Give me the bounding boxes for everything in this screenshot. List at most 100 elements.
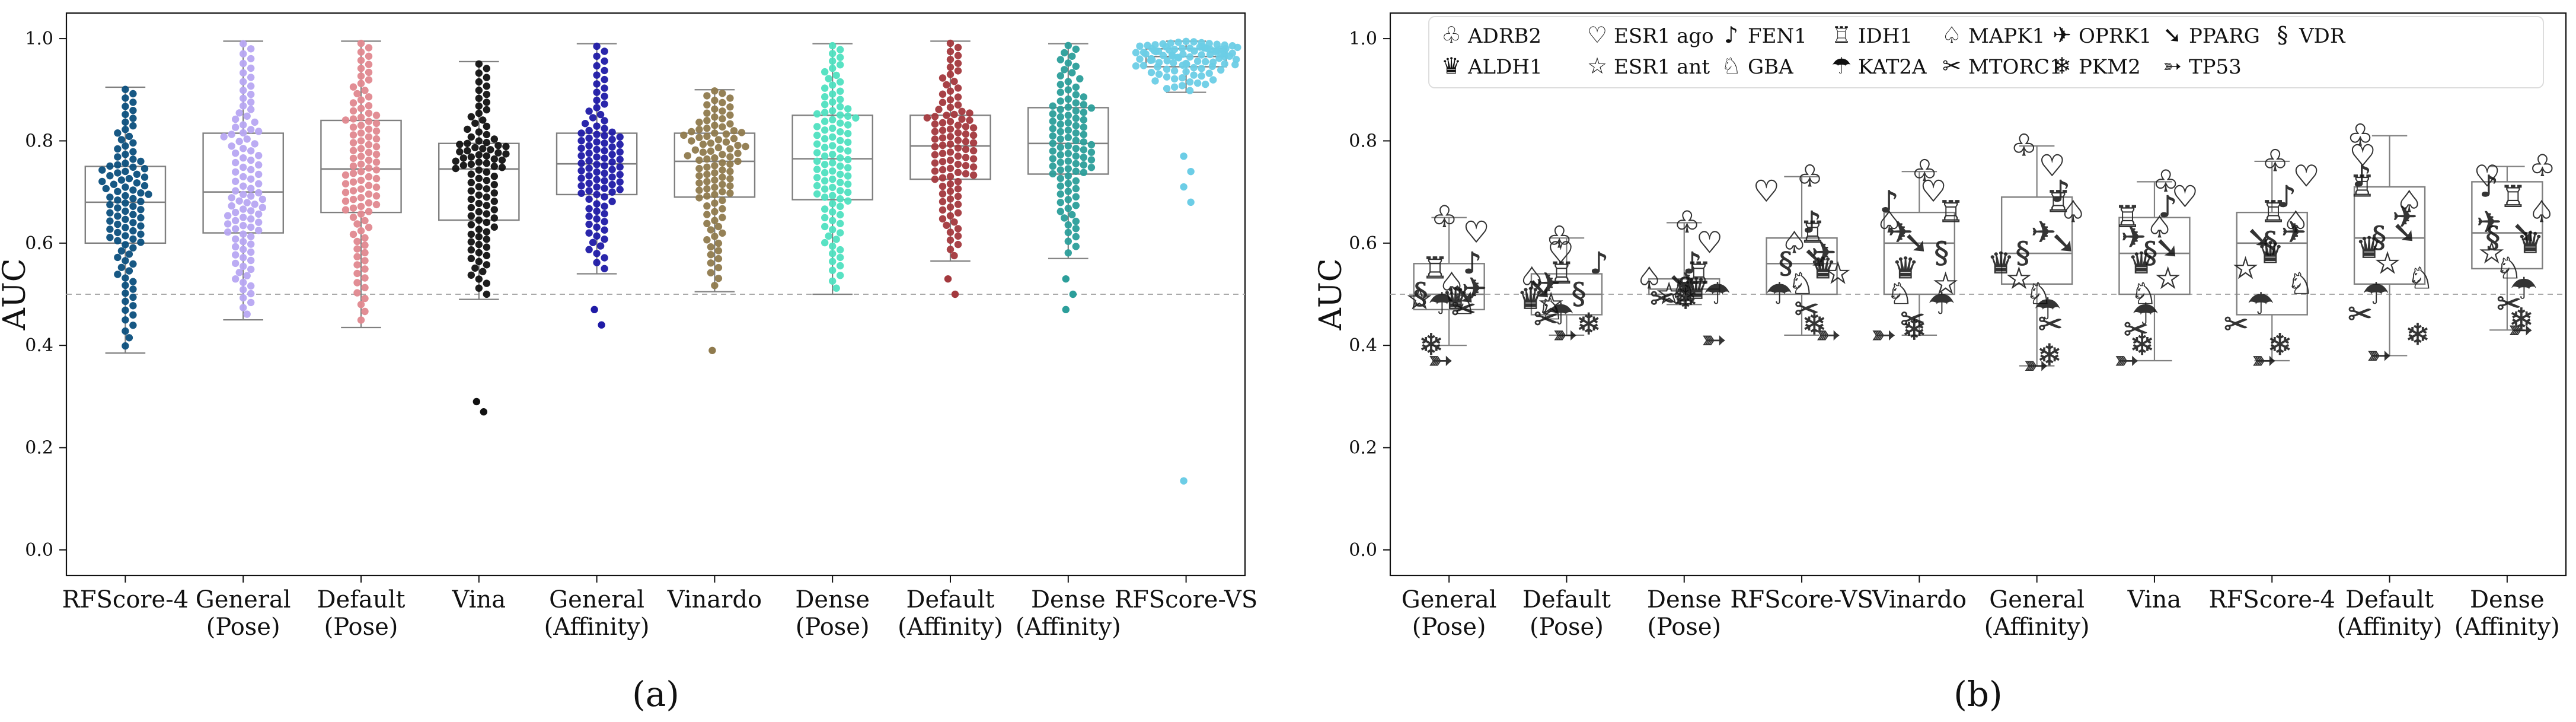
a-data-point xyxy=(372,151,381,158)
b-data-marker: ➘ xyxy=(2392,215,2417,250)
a-data-point xyxy=(255,189,263,197)
a-data-point xyxy=(954,185,962,193)
b-data-marker: ♡ xyxy=(2172,179,2198,214)
b-data-marker: ➘ xyxy=(1527,271,1552,306)
b-data-marker: ♪ xyxy=(1589,246,1608,280)
a-data-point xyxy=(1049,125,1057,133)
a-data-point xyxy=(946,125,955,133)
a-data-point xyxy=(475,102,483,110)
b-data-marker: § xyxy=(1934,236,1949,270)
a-data-point xyxy=(349,187,357,195)
b-data-marker: ♡ xyxy=(1920,174,1947,209)
a-data-point xyxy=(232,168,240,176)
a-data-point xyxy=(730,135,738,142)
a-data-point xyxy=(475,158,483,166)
a-xtick-label: Vinardo xyxy=(667,586,762,613)
a-data-point xyxy=(1132,49,1140,56)
a-data-point xyxy=(240,278,247,287)
a-data-point xyxy=(1064,228,1072,237)
a-data-point xyxy=(137,206,145,214)
a-data-point xyxy=(837,187,844,195)
b-data-marker: ✈ xyxy=(1462,271,1487,306)
a-data-point xyxy=(349,107,357,115)
a-data-point xyxy=(711,176,719,184)
a-data-point xyxy=(349,178,357,186)
a-data-point xyxy=(946,47,955,56)
a-data-point xyxy=(829,250,837,257)
b-data-marker: ♛ xyxy=(1517,282,1544,316)
b-data-marker: ♛ xyxy=(2128,246,2154,280)
a-data-point xyxy=(837,119,844,127)
a-data-point xyxy=(357,185,365,193)
a-data-point xyxy=(1205,69,1213,77)
a-data-point xyxy=(1193,58,1202,65)
a-data-point xyxy=(224,220,232,228)
b-box xyxy=(2471,181,2543,270)
a-data-point xyxy=(1142,50,1150,58)
a-data-point xyxy=(714,136,723,144)
a-data-point xyxy=(129,293,137,301)
a-data-point xyxy=(946,173,955,180)
a-data-point xyxy=(601,202,608,210)
a-data-point xyxy=(844,105,852,113)
a-data-point xyxy=(813,190,821,198)
a-data-point xyxy=(734,150,742,157)
a-data-point xyxy=(954,144,962,152)
a-data-point xyxy=(494,149,502,157)
a-data-point xyxy=(703,170,711,179)
a-data-point xyxy=(232,259,240,268)
a-data-point xyxy=(467,271,475,279)
a-data-point xyxy=(471,264,479,272)
a-data-point xyxy=(137,238,145,246)
a-xtick-label: (Pose) xyxy=(206,613,280,641)
b-data-marker: ✂ xyxy=(1795,292,1820,326)
a-data-point xyxy=(122,327,129,335)
a-data-point xyxy=(581,120,589,128)
a-data-point xyxy=(349,214,357,221)
a-data-point xyxy=(1152,47,1160,56)
a-data-point xyxy=(837,111,844,119)
a-data-point xyxy=(467,238,475,246)
b-data-marker: ♪ xyxy=(1880,185,1899,219)
a-data-point xyxy=(122,342,129,350)
a-data-point xyxy=(726,103,734,111)
b-data-marker: ➳ xyxy=(2114,343,2139,377)
a-data-point xyxy=(719,214,726,221)
a-data-point xyxy=(703,109,711,117)
a-data-point xyxy=(467,170,475,178)
a-data-point xyxy=(844,129,852,138)
a-caption: (a) xyxy=(632,674,679,714)
a-data-point xyxy=(114,220,122,228)
a-data-point xyxy=(946,203,955,211)
a-data-point xyxy=(494,142,502,150)
a-data-point xyxy=(467,195,475,203)
a-data-point xyxy=(946,63,955,71)
a-data-point xyxy=(122,199,129,207)
a-data-point xyxy=(703,220,711,227)
a-data-point xyxy=(1217,66,1225,74)
b-data-marker: ✈ xyxy=(1888,215,1913,250)
a-data-point xyxy=(1061,214,1068,222)
a-data-point xyxy=(1072,99,1080,107)
a-data-point xyxy=(939,119,947,127)
a-data-point xyxy=(1198,65,1205,72)
a-data-point xyxy=(1159,52,1167,59)
a-data-point xyxy=(946,187,955,195)
a-data-point xyxy=(341,197,350,205)
a-data-point xyxy=(357,316,365,324)
a-data-point xyxy=(825,75,832,82)
a-data-point xyxy=(349,99,357,107)
a-box xyxy=(791,114,873,201)
a-category-group xyxy=(320,39,402,329)
a-data-point xyxy=(122,274,129,282)
a-data-point xyxy=(228,202,235,210)
a-data-point xyxy=(1202,80,1209,88)
a-data-point xyxy=(502,150,510,158)
a-data-point xyxy=(585,126,593,135)
b-data-marker: ☆ xyxy=(1932,266,1959,301)
a-ytick-label: 0.0 xyxy=(25,540,53,561)
a-data-point xyxy=(1056,199,1065,206)
a-data-point xyxy=(251,201,258,208)
a-data-point xyxy=(832,284,840,292)
